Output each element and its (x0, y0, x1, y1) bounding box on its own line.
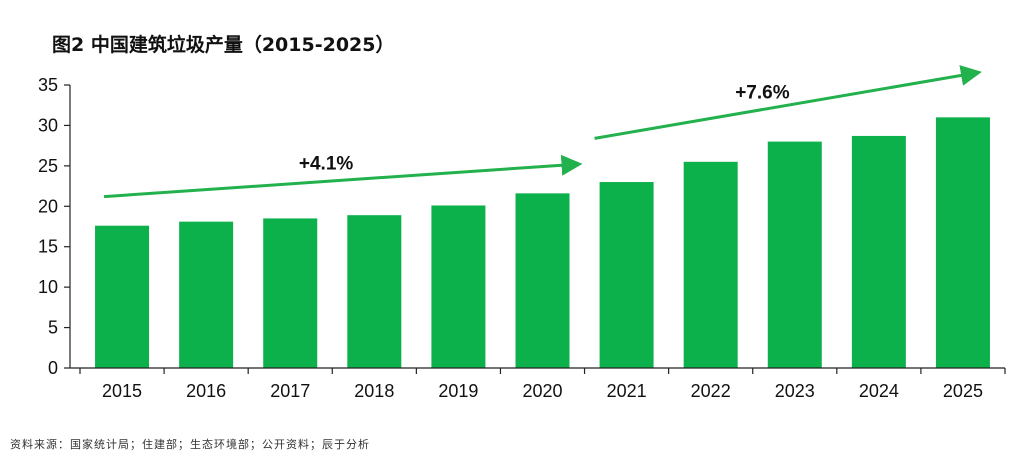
growth-annotations: +4.1% +7.6% (103, 65, 982, 199)
chart-title: 图2 中国建筑垃圾产量（2015-2025） (52, 34, 395, 56)
growth-arrow (103, 154, 583, 199)
bar-2019 (431, 205, 486, 368)
y-tick-label: 30 (38, 115, 58, 135)
bar-2024 (851, 135, 906, 368)
y-tick-label: 25 (38, 156, 58, 176)
bar-2021 (599, 182, 654, 368)
bar-2015 (95, 225, 150, 368)
bar-2018 (347, 215, 402, 368)
growth-arrow (594, 65, 982, 140)
bar-2025 (935, 117, 990, 368)
bar-2023 (767, 141, 822, 368)
x-tick-label: 2021 (607, 381, 647, 401)
x-tick-label: 2017 (270, 381, 310, 401)
x-tick-label: 2023 (775, 381, 815, 401)
y-tick-label: 0 (48, 358, 58, 378)
x-tick-label: 2018 (354, 381, 394, 401)
source-note: 资料来源：国家统计局；住建部；生态环境部；公开资料；辰于分析 (10, 438, 370, 451)
x-tick-label: 2020 (522, 381, 562, 401)
bar-2022 (683, 161, 738, 368)
bars (95, 117, 990, 368)
growth-label: +7.6% (735, 83, 790, 104)
y-tick-label: 35 (38, 75, 58, 95)
bar-2016 (179, 221, 234, 368)
y-tick-label: 5 (48, 318, 58, 338)
x-tick-label: 2016 (186, 381, 226, 401)
x-axis: 2015 2016 2017 2018 2019 2020 2021 2022 2023 2024… (70, 367, 1006, 401)
x-tick-label: 2015 (102, 381, 142, 401)
x-tick-label: 2024 (859, 381, 899, 401)
growth-label: +4.1% (299, 153, 354, 174)
x-tick-label: 2025 (943, 381, 983, 401)
y-tick-label: 10 (38, 277, 58, 297)
y-tick-label: 15 (38, 237, 58, 257)
y-axis: 0 5 10 15 20 25 30 35 (38, 75, 71, 378)
x-tick-label: 2022 (691, 381, 731, 401)
bar-2017 (263, 218, 318, 368)
x-tick-label: 2019 (438, 381, 478, 401)
bar-2020 (515, 193, 570, 368)
y-tick-label: 20 (38, 196, 58, 216)
